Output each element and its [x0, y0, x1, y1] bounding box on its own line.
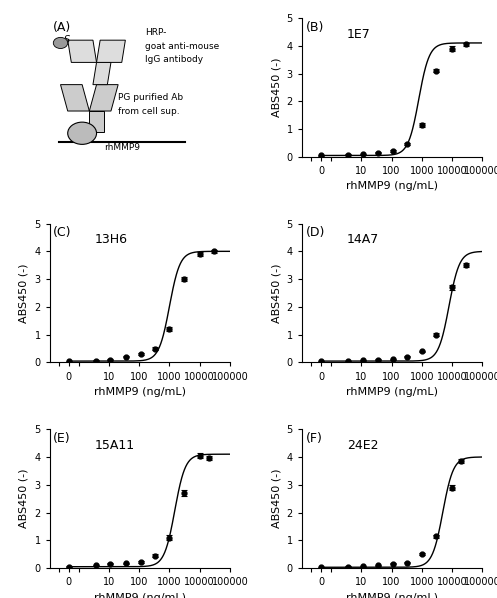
Text: (E): (E) [53, 432, 71, 445]
Text: 15A11: 15A11 [95, 439, 135, 452]
X-axis label: rhMMP9 (ng/mL): rhMMP9 (ng/mL) [94, 593, 186, 598]
Text: 1E7: 1E7 [347, 28, 371, 41]
Y-axis label: ABS450 (-): ABS450 (-) [19, 469, 29, 529]
Text: HRP-: HRP- [145, 28, 166, 36]
X-axis label: rhMMP9 (ng/mL): rhMMP9 (ng/mL) [346, 387, 438, 397]
Circle shape [53, 38, 68, 48]
Y-axis label: ABS450 (-): ABS450 (-) [271, 263, 281, 323]
Text: (B): (B) [306, 21, 324, 33]
Polygon shape [93, 62, 111, 85]
Text: from cell sup.: from cell sup. [118, 107, 180, 116]
Polygon shape [89, 85, 118, 111]
Text: goat anti-mouse: goat anti-mouse [145, 41, 220, 51]
X-axis label: rhMMP9 (ng/mL): rhMMP9 (ng/mL) [346, 181, 438, 191]
Text: 14A7: 14A7 [347, 233, 379, 246]
Text: IgG antibody: IgG antibody [145, 56, 203, 65]
Text: rhMMP9: rhMMP9 [104, 143, 140, 152]
Polygon shape [61, 85, 89, 111]
Polygon shape [96, 40, 125, 62]
Text: S: S [64, 35, 71, 45]
Y-axis label: ABS450 (-): ABS450 (-) [271, 57, 281, 117]
Polygon shape [89, 111, 104, 132]
Text: 24E2: 24E2 [347, 439, 379, 452]
X-axis label: rhMMP9 (ng/mL): rhMMP9 (ng/mL) [346, 593, 438, 598]
Y-axis label: ABS450 (-): ABS450 (-) [271, 469, 281, 529]
X-axis label: rhMMP9 (ng/mL): rhMMP9 (ng/mL) [94, 387, 186, 397]
Text: (A): (A) [53, 21, 72, 33]
Text: PG purified Ab: PG purified Ab [118, 93, 183, 102]
Text: (C): (C) [53, 226, 72, 239]
Text: (F): (F) [306, 432, 323, 445]
Polygon shape [68, 40, 96, 62]
Y-axis label: ABS450 (-): ABS450 (-) [19, 263, 29, 323]
Text: (D): (D) [306, 226, 325, 239]
Circle shape [68, 122, 96, 144]
Text: 13H6: 13H6 [95, 233, 128, 246]
